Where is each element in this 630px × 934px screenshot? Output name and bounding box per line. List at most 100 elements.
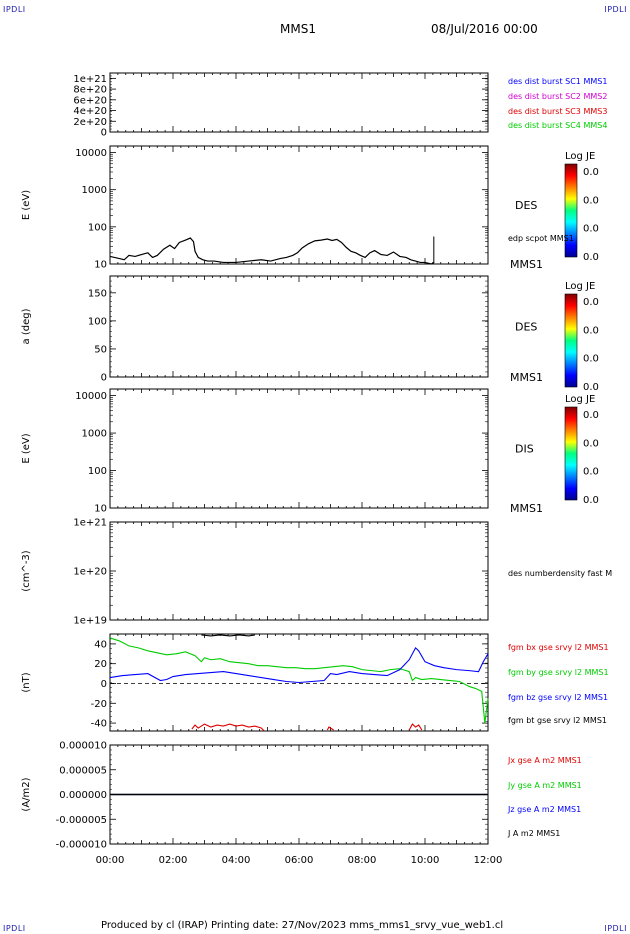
y-axis-label: (A/m2): [21, 777, 32, 811]
series-line: [109, 637, 489, 724]
y-tick-label: 1e+21: [73, 74, 107, 85]
colorbar: [564, 163, 578, 258]
y-tick-label: 10000: [75, 148, 107, 159]
colorbar: [564, 406, 578, 501]
legend-entry: Jx gse A m2 MMS1: [507, 756, 582, 765]
panel-frame-dis_energy: [109, 388, 489, 509]
y-tick-label: 150: [88, 288, 107, 299]
y-axis-label: a (deg): [21, 308, 32, 344]
colorbar-title: Log JE: [565, 151, 595, 162]
x-tick-label: 08:00: [348, 855, 377, 866]
corner-mark-top-right: IPDLI: [604, 5, 627, 14]
colorbar-tick-label: 0.0: [583, 195, 599, 206]
legend-entry: fgm by gse srvy l2 MMS1: [508, 668, 609, 677]
legend-entry: fgm bz gse srvy l2 MMS1: [508, 693, 608, 702]
y-tick-label: 1e+19: [73, 616, 107, 627]
x-tick-label: 12:00: [474, 855, 503, 866]
legend-entry: Jz gse A m2 MMS1: [507, 805, 581, 814]
panel-frame-des_energy: [109, 145, 489, 265]
series-line: [191, 723, 265, 732]
colorbar-tick-label: 0.0: [583, 167, 599, 178]
x-tick-label: 02:00: [159, 855, 188, 866]
colorbar-tick-label: 0.0: [583, 467, 599, 478]
x-tick-label: 00:00: [96, 855, 125, 866]
colorbar-tick-label: 0.0: [583, 354, 599, 365]
legend-entry: fgm bx gse srvy l2 MMS1: [508, 643, 609, 652]
overlay-legend: edp scpot MMS1: [508, 234, 574, 243]
overlay-line-scpot: [109, 237, 435, 265]
corner-mark-top-left: IPDLI: [3, 5, 26, 14]
y-tick-label: 20: [94, 659, 107, 670]
y-tick-label: 0: [101, 373, 107, 384]
y-tick-label: 1000: [82, 429, 107, 440]
y-tick-label: 4e+20: [73, 106, 107, 117]
y-tick-label: 1e+21: [73, 518, 107, 529]
colorbar-tick-label: 0.0: [583, 252, 599, 263]
colorbar-tick-label: 0.0: [583, 325, 599, 336]
date-time-title: 08/Jul/2016 00:00: [431, 22, 538, 36]
series-line-segment: [326, 726, 334, 731]
y-tick-label: 8e+20: [73, 85, 107, 96]
colorbar-tick-label: 0.0: [583, 438, 599, 449]
legend-entry: des dist burst SC1 MMS1: [508, 77, 607, 86]
legend-entry: des numberdensity fast M: [508, 569, 612, 578]
y-tick-label: 0.000000: [59, 790, 107, 801]
legend-entry: des dist burst SC3 MMS3: [508, 107, 607, 116]
y-axis-label: E (eV): [21, 190, 32, 220]
instrument-label: DES: [515, 321, 537, 334]
y-tick-label: 1000: [82, 185, 107, 196]
colorbar-tick-label: 0.0: [583, 382, 599, 393]
colorbar-tick-label: 0.0: [583, 495, 599, 506]
y-tick-label: 10000: [75, 391, 107, 402]
spacecraft-label: MMS1: [510, 502, 543, 515]
y-axis-label: E (eV): [21, 433, 32, 463]
y-tick-label: 100: [88, 222, 107, 233]
legend-entry: Jy gse A m2 MMS1: [507, 781, 582, 790]
footer-text: Produced by cl (IRAP) Printing date: 27/…: [101, 920, 504, 931]
y-tick-label: -0.000010: [56, 840, 107, 851]
y-tick-label: 10: [94, 260, 107, 271]
spacecraft-title: MMS1: [280, 22, 316, 36]
series-line-segment: [408, 723, 423, 731]
series-line: [201, 634, 255, 637]
x-tick-label: 10:00: [411, 855, 440, 866]
colorbar-title: Log JE: [565, 281, 595, 292]
colorbar-title: Log JE: [565, 394, 595, 405]
y-tick-label: 2e+20: [73, 117, 107, 128]
y-tick-label: 0.000005: [59, 765, 107, 776]
spacecraft-label: MMS1: [510, 258, 543, 271]
y-tick-label: 0: [101, 128, 107, 139]
spacecraft-label: MMS1: [510, 371, 543, 384]
y-tick-label: -0.000005: [56, 815, 107, 826]
y-tick-label: 100: [88, 466, 107, 477]
corner-mark-bottom-left: IPDLI: [3, 924, 26, 933]
y-tick-label: -40: [91, 719, 107, 730]
y-tick-label: 100: [88, 316, 107, 327]
colorbar: [564, 293, 578, 388]
corner-mark-bottom-right: IPDLI: [604, 924, 627, 933]
y-tick-label: 0: [101, 679, 107, 690]
legend-entry: des dist burst SC2 MMS2: [508, 92, 607, 101]
y-tick-label: 6e+20: [73, 95, 107, 106]
legend-entry: J A m2 MMS1: [507, 829, 560, 838]
x-tick-label: 04:00: [222, 855, 251, 866]
legend-entry: des dist burst SC4 MMS4: [508, 121, 607, 130]
y-tick-label: 1e+20: [73, 567, 107, 578]
series-line: [109, 646, 489, 684]
y-tick-label: 50: [94, 344, 107, 355]
panel-frame-des_dist_burst: [109, 72, 489, 133]
panel-frame-des_pitch: [109, 275, 489, 378]
instrument-label: DIS: [515, 443, 534, 456]
instrument-label: DES: [515, 199, 537, 212]
x-tick-label: 06:00: [285, 855, 314, 866]
y-axis-label: (cm^-3): [21, 550, 32, 591]
y-axis-label: (nT): [21, 672, 32, 692]
y-tick-label: 10: [94, 504, 107, 515]
y-tick-label: 0.000010: [59, 741, 107, 752]
colorbar-tick-label: 0.0: [583, 297, 599, 308]
y-tick-label: 40: [94, 639, 107, 650]
y-tick-label: -20: [91, 699, 107, 710]
legend-entry: fgm bt gse srvy l2 MMS1: [508, 716, 607, 725]
colorbar-tick-label: 0.0: [583, 224, 599, 235]
